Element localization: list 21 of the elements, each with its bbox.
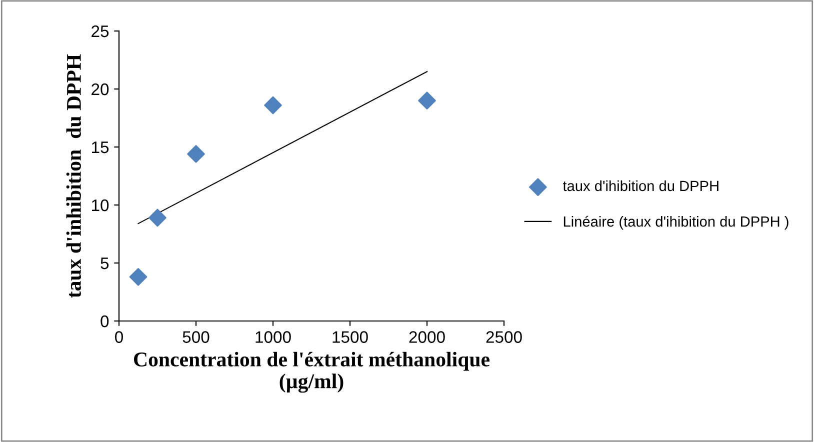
- y-tick-label: 5: [100, 258, 109, 270]
- x-tick-label: 500: [182, 331, 210, 343]
- y-tick-label: 25: [92, 25, 109, 38]
- point: [187, 145, 205, 163]
- y-axis-title: taux d'inhibition du DPPH: [66, 54, 82, 298]
- legend-label: Linéaire (taux d'ihibition du DPPH ): [564, 216, 788, 230]
- point: [418, 92, 436, 110]
- point: [129, 268, 148, 286]
- point: [148, 208, 166, 227]
- x-tick-label: 0: [115, 331, 123, 343]
- y-tick-label: 15: [92, 142, 109, 154]
- point: [264, 96, 282, 114]
- x-tick-label: 2000: [409, 331, 445, 343]
- y-tick-label: 20: [92, 83, 109, 96]
- y-tick-label: 0: [100, 315, 109, 328]
- x-tick-label: 1500: [332, 331, 368, 343]
- legend-label: taux d'ihibition du DPPH: [562, 180, 718, 192]
- y-tick-label: 10: [92, 199, 109, 212]
- x-tick-label: 2500: [486, 331, 522, 343]
- x-axis-title: Concentration de l'éxtrait méthanolique (µg/ml): [134, 352, 490, 393]
- x-tick-label: 1000: [256, 331, 291, 343]
